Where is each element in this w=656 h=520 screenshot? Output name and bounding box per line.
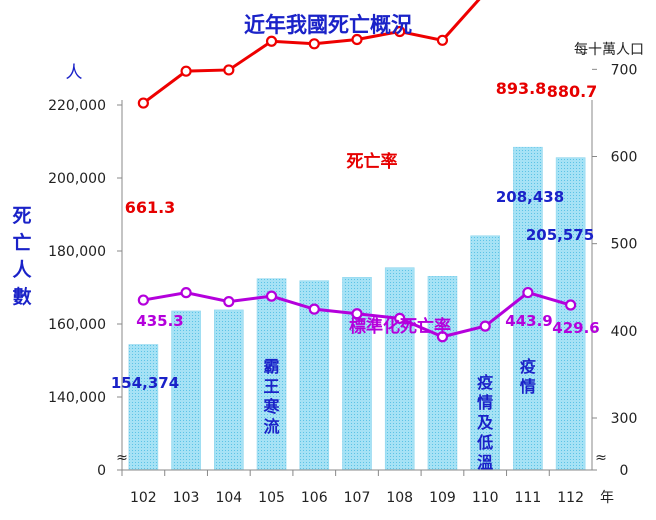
x-tick-label: 103 (173, 490, 200, 506)
x-tick-label: 106 (301, 490, 328, 506)
bar-108 (384, 267, 415, 471)
annotation-char-111: 情 (520, 377, 536, 396)
point-死亡率-107 (351, 33, 363, 46)
right-axis-unit: 每十萬人口 (574, 42, 644, 58)
point-標準化死亡率-105 (265, 290, 278, 302)
x-tick-label: 112 (557, 490, 584, 506)
death-rate-label-111: 893.8 (496, 79, 547, 98)
right-tick-label: 500 (611, 237, 638, 253)
right-tick-label: 0 (620, 463, 629, 479)
point-死亡率-103 (180, 65, 192, 77)
series-name-標準化死亡率: 標準化死亡率 (349, 316, 451, 337)
right-tick-label: 600 (611, 150, 638, 166)
left-tick-label: 200,000 (48, 171, 106, 187)
text-layer: 近年我國死亡概況 人 每十萬人口 年 0 140,000 160,000 180,00… (12, 13, 644, 506)
y-axis-label-char: 人 (12, 259, 32, 281)
line-layer (137, 0, 577, 343)
annotation-char-111: 疫 (520, 357, 536, 376)
point-標準化死亡率-103 (180, 287, 192, 299)
annotation-char-110: 疫 (477, 373, 493, 392)
point-死亡率-109 (436, 34, 449, 46)
right-tick-label: 300 (611, 411, 638, 427)
left-axis-break: ≈ (116, 450, 128, 466)
x-tick-label: 111 (515, 490, 542, 506)
annotation-char-105: 王 (264, 377, 280, 396)
right-tick-label: 700 (611, 62, 638, 78)
annotation-char-105: 霸 (264, 357, 280, 376)
point-標準化死亡率-109 (436, 331, 449, 343)
point-標準化死亡率-112 (565, 299, 577, 311)
x-tick-label: 104 (215, 490, 242, 506)
x-tick-label: 102 (130, 490, 157, 506)
y-axis-label-char: 數 (12, 286, 31, 308)
chart-title: 近年我國死亡概況 (244, 13, 412, 37)
y-axis-label-char: 死 (12, 205, 31, 227)
left-tick-label: 160,000 (48, 317, 106, 333)
point-標準化死亡率-106 (308, 303, 320, 315)
left-tick-label: 220,000 (48, 98, 106, 114)
std-rate-label-102: 435.3 (136, 312, 183, 330)
left-tick-label: 140,000 (48, 390, 106, 406)
annotation-char-105: 寒 (263, 397, 281, 416)
bar-label-112: 205,575 (526, 226, 594, 244)
death-rate-label-112: 880.7 (547, 82, 598, 101)
left-tick-label: 180,000 (48, 244, 106, 260)
x-tick-label: 109 (429, 490, 456, 506)
point-死亡率-104 (223, 64, 235, 76)
annotation-char-105: 流 (264, 417, 280, 436)
point-標準化死亡率-104 (223, 296, 235, 308)
point-標準化死亡率-102 (137, 294, 149, 306)
left-axis-unit: 人 (66, 63, 83, 83)
x-tick-label: 110 (472, 490, 499, 506)
annotation-char-110: 溫 (477, 453, 493, 472)
point-標準化死亡率-110 (479, 320, 491, 332)
bar-112 (555, 157, 586, 471)
bar-111 (513, 146, 543, 471)
annotation-char-110: 低 (476, 433, 493, 452)
bar-103 (171, 310, 201, 471)
std-rate-label-112: 429.6 (552, 319, 599, 337)
x-tick-label: 107 (344, 490, 371, 506)
death-rate-label-102: 661.3 (125, 198, 176, 217)
bar-label-111: 208,438 (496, 188, 564, 206)
annotation-char-110: 及 (477, 413, 494, 432)
axes-layer (117, 68, 597, 476)
x-tick-label: 108 (386, 490, 413, 506)
x-axis-unit: 年 (600, 490, 614, 506)
bar-label-102: 154,374 (111, 374, 179, 392)
std-rate-label-111: 443.9 (505, 312, 552, 330)
bar-105 (256, 278, 287, 471)
bar-109 (427, 276, 458, 471)
point-死亡率-108 (394, 25, 406, 38)
point-標準化死亡率-107 (351, 308, 363, 320)
right-axis-break: ≈ (595, 450, 607, 466)
x-tick-label: 105 (258, 490, 285, 506)
bar-104 (214, 309, 244, 471)
point-死亡率-105 (265, 35, 278, 47)
bar-102 (128, 344, 159, 471)
left-tick-label: 0 (97, 463, 106, 479)
point-死亡率-102 (137, 97, 149, 109)
point-標準化死亡率-111 (522, 286, 534, 299)
point-死亡率-106 (308, 38, 320, 50)
annotation-char-110: 情 (477, 393, 493, 412)
point-標準化死亡率-108 (394, 312, 406, 324)
bar-107 (342, 277, 372, 471)
right-tick-label: 400 (611, 324, 638, 340)
y-axis-label-char: 亡 (12, 231, 31, 254)
series-name-死亡率: 死亡率 (347, 151, 398, 172)
